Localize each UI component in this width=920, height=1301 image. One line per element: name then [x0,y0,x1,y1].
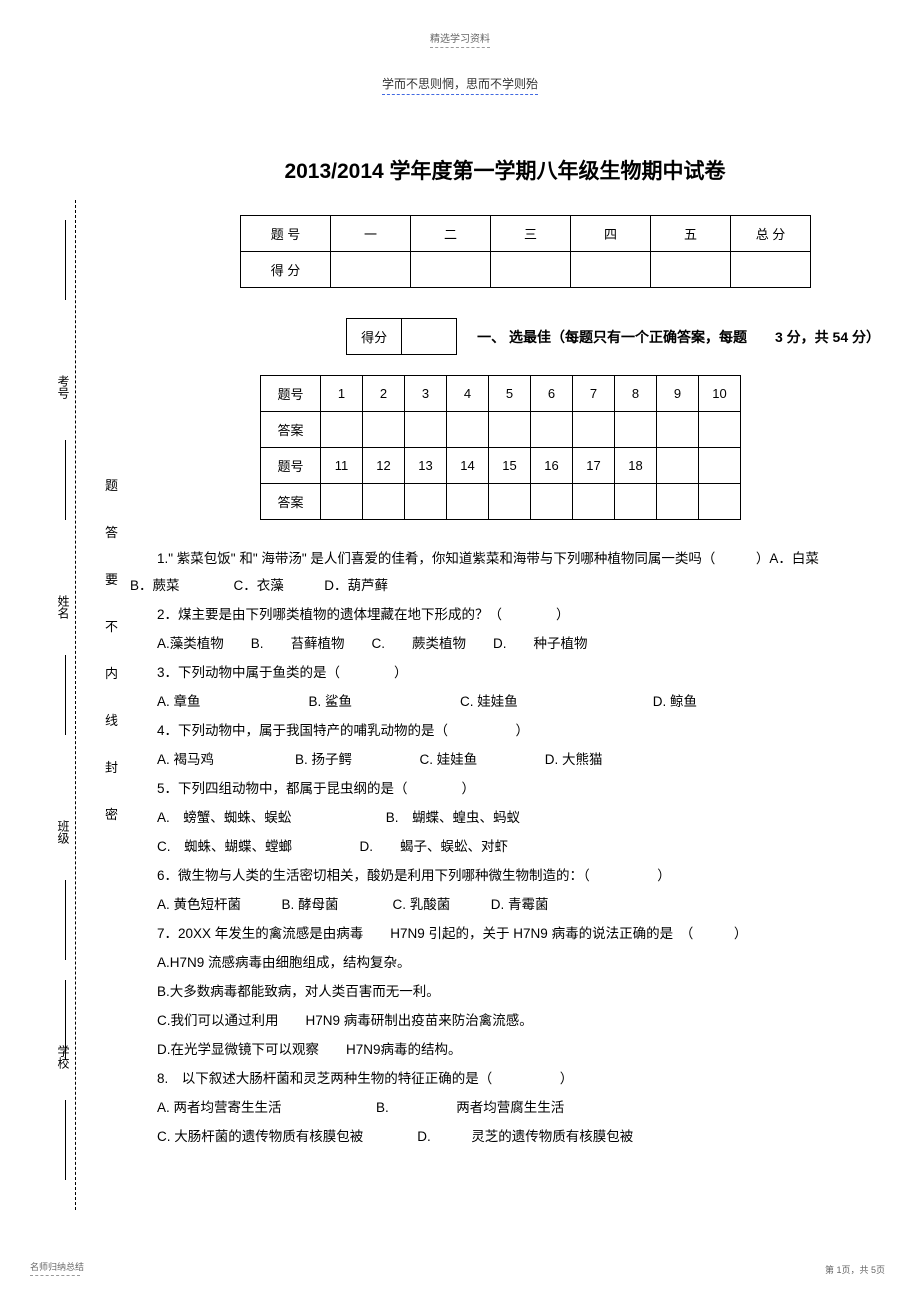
score-summary-table: 题 号 一 二 三 四 五 总 分 得 分 [240,215,811,288]
q7-a: A.H7N9 流感病毒由细胞组成，结构复杂。 [130,949,880,976]
q2: 2．煤主要是由下列哪类植物的遗体埋藏在地下形成的？（ ） [130,601,880,628]
footer-left: 名师归纳总结 [30,1260,84,1276]
q7-c: C.我们可以通过利用 H7N9 病毒研制出疫苗来防治禽流感。 [130,1007,880,1034]
q5-opts-ab: A. 螃蟹、蜘蛛、蜈蚣 B. 蝴蝶、蝗虫、蚂蚁 [130,804,880,831]
section1-header: 得分 一、 选最佳（每题只有一个正确答案，每题 3 分，共 54 分） [130,318,880,355]
q8-opts-cd: C. 大肠杆菌的遗传物质有核膜包被 D. 灵芝的遗传物质有核膜包被 [130,1123,880,1150]
section1-title: 一、 选最佳（每题只有一个正确答案，每题 3 分，共 54 分） [477,327,880,347]
answer-sheet-table: 题号 1 2 3 4 5 6 7 8 9 10 答案 题号 11 12 13 1… [260,375,741,520]
q7-b: B.大多数病毒都能致病，对人类百害而无一利。 [130,978,880,1005]
q5: 5．下列四组动物中，都属于昆虫纲的是（ ） [130,775,880,802]
main-content: 2013/2014 学年度第一学期八年级生物期中试卷 题 号 一 二 三 四 五… [130,155,880,1152]
questions-block: 1." 紫菜包饭" 和" 海带汤" 是人们喜爱的佳肴，你知道紫菜和海带与下列哪种… [130,545,880,1150]
label-kaohao: 考号 [55,375,72,399]
q3-opts: A. 章鱼 B. 鲨鱼 C. 娃娃鱼 D. 鲸鱼 [130,688,880,715]
section-score-box: 得分 [346,318,457,355]
left-margin: 考号 姓名 班级 学校 [30,220,90,1170]
label-banji: 班级 [55,820,72,844]
label-xuexiao: 学校 [55,1045,72,1069]
q6-opts: A. 黄色短杆菌 B. 酵母菌 C. 乳酸菌 D. 青霉菌 [130,891,880,918]
page-subtitle: 学而不思则惘，思而不学则殆 [382,75,538,95]
q7-d: D.在光学显微镜下可以观察 H7N9病毒的结构。 [130,1036,880,1063]
q2-opts: A.藻类植物 B. 苔藓植物 C. 蕨类植物 D. 种子植物 [130,630,880,657]
q8: 8. 以下叙述大肠杆菌和灵芝两种生物的特征正确的是（ ） [130,1065,880,1092]
q4-opts: A. 褐马鸡 B. 扬子鳄 C. 娃娃鱼 D. 大熊猫 [130,746,880,773]
q5-opts-cd: C. 蜘蛛、蝴蝶、螳螂 D. 蝎子、蜈蚣、对虾 [130,833,880,860]
exam-title: 2013/2014 学年度第一学期八年级生物期中试卷 [130,155,880,185]
footer-right: 第 1页，共 5页 [825,1263,885,1276]
q1: 1." 紫菜包饭" 和" 海带汤" 是人们喜爱的佳肴，你知道紫菜和海带与下列哪种… [130,545,880,599]
q3: 3．下列动物中属于鱼类的是（ ） [130,659,880,686]
q8-opts-ab: A. 两者均营寄生生活 B. 两者均营腐生生活 [130,1094,880,1121]
label-xingming: 姓名 [55,595,72,619]
q4: 4．下列动物中，属于我国特产的哺乳动物的是（ ） [130,717,880,744]
watermark-top: 精选学习资料 [430,30,490,48]
q7: 7．20XX 年发生的禽流感是由病毒 H7N9 引起的，关于 H7N9 病毒的说… [130,920,880,947]
q6: 6．微生物与人类的生活密切相关，酸奶是利用下列哪种微生物制造的：（ ） [130,862,880,889]
sealed-labels: 题 答 要 不 内 线 封 密 [105,475,118,851]
